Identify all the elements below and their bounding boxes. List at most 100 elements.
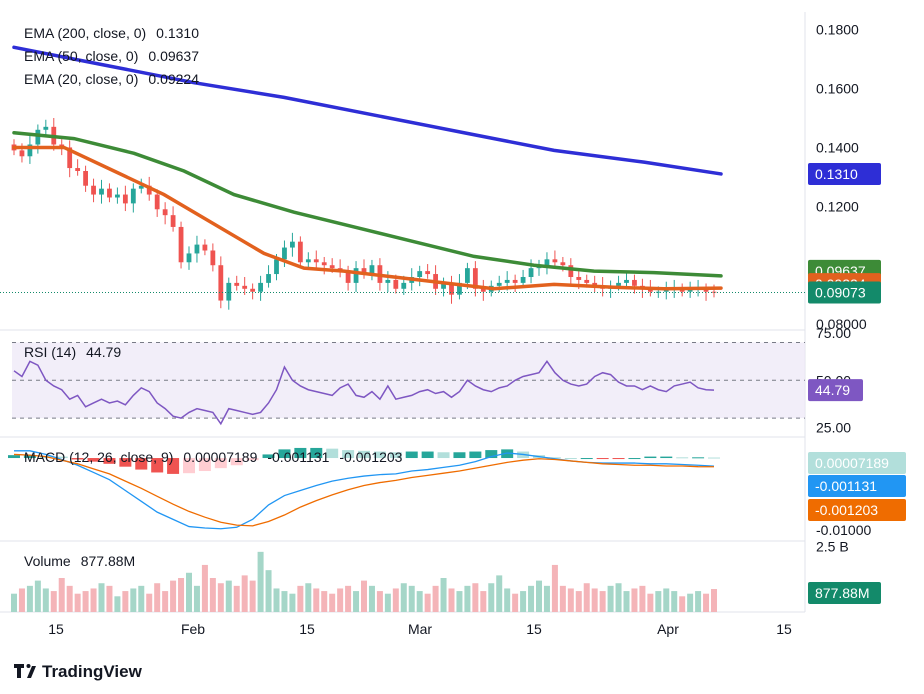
candle-body bbox=[130, 188, 136, 204]
rsi-legend-value: 44.79 bbox=[86, 344, 121, 360]
volume-bar bbox=[209, 578, 216, 612]
time-tick-label: 15 bbox=[526, 621, 542, 637]
candle-body bbox=[27, 144, 33, 157]
volume-bar bbox=[679, 596, 686, 612]
volume-bar bbox=[567, 588, 574, 612]
price-pane[interactable] bbox=[0, 45, 805, 310]
candle-body bbox=[170, 215, 176, 227]
candle-body bbox=[592, 282, 598, 286]
volume-bar bbox=[639, 585, 646, 612]
volume-bar bbox=[313, 588, 320, 612]
macd-histogram-bar bbox=[8, 455, 20, 459]
ema200-tag-text: 0.1310 bbox=[815, 166, 858, 182]
volume-bar bbox=[368, 585, 375, 612]
macd-histogram-bar bbox=[485, 450, 498, 459]
time-tick-label: Feb bbox=[181, 621, 205, 637]
price-tick-label: 0.1200 bbox=[816, 198, 859, 214]
candle-body bbox=[297, 241, 303, 263]
candle-body bbox=[67, 147, 73, 169]
candle-body bbox=[115, 194, 120, 198]
macd-histogram-bar bbox=[198, 458, 211, 472]
candle-body bbox=[258, 282, 263, 292]
volume-bar bbox=[66, 585, 73, 612]
tradingview-logo-icon bbox=[14, 664, 36, 678]
volume-bar bbox=[249, 580, 256, 612]
macd-histogram-bar bbox=[405, 451, 418, 459]
candle-body bbox=[329, 265, 335, 269]
macd-histogram-bar bbox=[55, 456, 68, 459]
price-tick-label: 0.1600 bbox=[816, 81, 859, 97]
volume-bar bbox=[663, 588, 670, 612]
candle-body bbox=[560, 262, 566, 266]
volume-bar bbox=[520, 591, 527, 612]
time-tick-label: 15 bbox=[776, 621, 792, 637]
volume-bar bbox=[186, 572, 192, 612]
macd-pane[interactable] bbox=[8, 447, 720, 530]
candle-body bbox=[655, 291, 661, 293]
volume-bar bbox=[154, 583, 161, 612]
candle-body bbox=[568, 265, 574, 277]
ema-line-0 bbox=[12, 45, 723, 176]
price-tick-label: 0.1800 bbox=[816, 22, 859, 38]
volume-bar bbox=[647, 593, 654, 612]
volume-bar bbox=[472, 583, 479, 612]
volume-bar bbox=[703, 593, 710, 612]
volume-bar bbox=[178, 578, 185, 612]
volume-bar bbox=[273, 588, 280, 612]
candle-body bbox=[305, 259, 311, 263]
macd-histogram-bar bbox=[103, 458, 116, 464]
ema-legend-value: 0.09637 bbox=[148, 48, 199, 64]
candle-body bbox=[234, 282, 240, 286]
macd-legend-value: -0.001203 bbox=[339, 449, 402, 465]
macd-histogram-bar bbox=[151, 458, 164, 473]
ema200-tag bbox=[808, 162, 881, 185]
candle-body bbox=[43, 126, 49, 130]
volume-bar bbox=[583, 583, 590, 612]
candle-body bbox=[35, 129, 41, 145]
candle-body bbox=[282, 247, 287, 260]
candle-body bbox=[250, 288, 256, 292]
volume-bar bbox=[34, 580, 41, 612]
volume-pane[interactable] bbox=[11, 551, 717, 612]
volume-bar bbox=[655, 591, 662, 612]
macd-histogram-bar bbox=[564, 458, 577, 460]
candle-body bbox=[584, 279, 590, 283]
macd-histogram-bar bbox=[453, 452, 466, 459]
brand-name: TradingView bbox=[42, 662, 143, 681]
macd-legend-label: MACD (12, 26, close, 9) bbox=[24, 449, 173, 465]
price-tags: 0.13100.096370.092240.0907344.790.000071… bbox=[808, 162, 906, 604]
volume-bar bbox=[464, 585, 471, 612]
time-tick-label: 15 bbox=[299, 621, 315, 637]
ema-legend-label: EMA (50, close, 0) bbox=[24, 48, 138, 64]
candle-body bbox=[632, 279, 637, 286]
candle-body bbox=[122, 194, 128, 204]
volume-bar bbox=[353, 591, 360, 612]
volume-bar bbox=[551, 564, 558, 612]
candle-body bbox=[544, 259, 550, 266]
volume-bar bbox=[162, 591, 169, 612]
macd-histogram-bar bbox=[708, 457, 720, 459]
volume-bar bbox=[217, 583, 224, 612]
indicator-legends: EMA (200, close, 0) 0.1310 EMA (50, close,… bbox=[24, 25, 403, 569]
volume-bar bbox=[289, 593, 296, 612]
volume-bar bbox=[225, 580, 232, 612]
macd-histogram-bar bbox=[326, 448, 339, 459]
candle-body bbox=[242, 285, 248, 289]
macd-histogram-bar bbox=[358, 450, 370, 459]
volume-bar bbox=[130, 588, 137, 612]
volume-bar bbox=[138, 585, 145, 612]
candle-body bbox=[472, 268, 478, 289]
volume-bar bbox=[384, 593, 391, 612]
ema-line-1 bbox=[12, 130, 723, 278]
rsi-pane[interactable] bbox=[12, 341, 805, 426]
ema-legend-label: EMA (200, close, 0) bbox=[24, 25, 146, 41]
ema-legend-value: 0.1310 bbox=[156, 25, 199, 41]
macd-histogram-bar bbox=[23, 455, 36, 459]
macd-histogram-bar bbox=[501, 449, 514, 459]
macd-histogram-bar bbox=[628, 458, 641, 460]
candle-body bbox=[91, 185, 96, 195]
macd-tag-text-0: 0.00007189 bbox=[815, 455, 889, 471]
volume-tick-label: 2.5 B bbox=[816, 539, 849, 555]
candle-body bbox=[138, 185, 144, 189]
